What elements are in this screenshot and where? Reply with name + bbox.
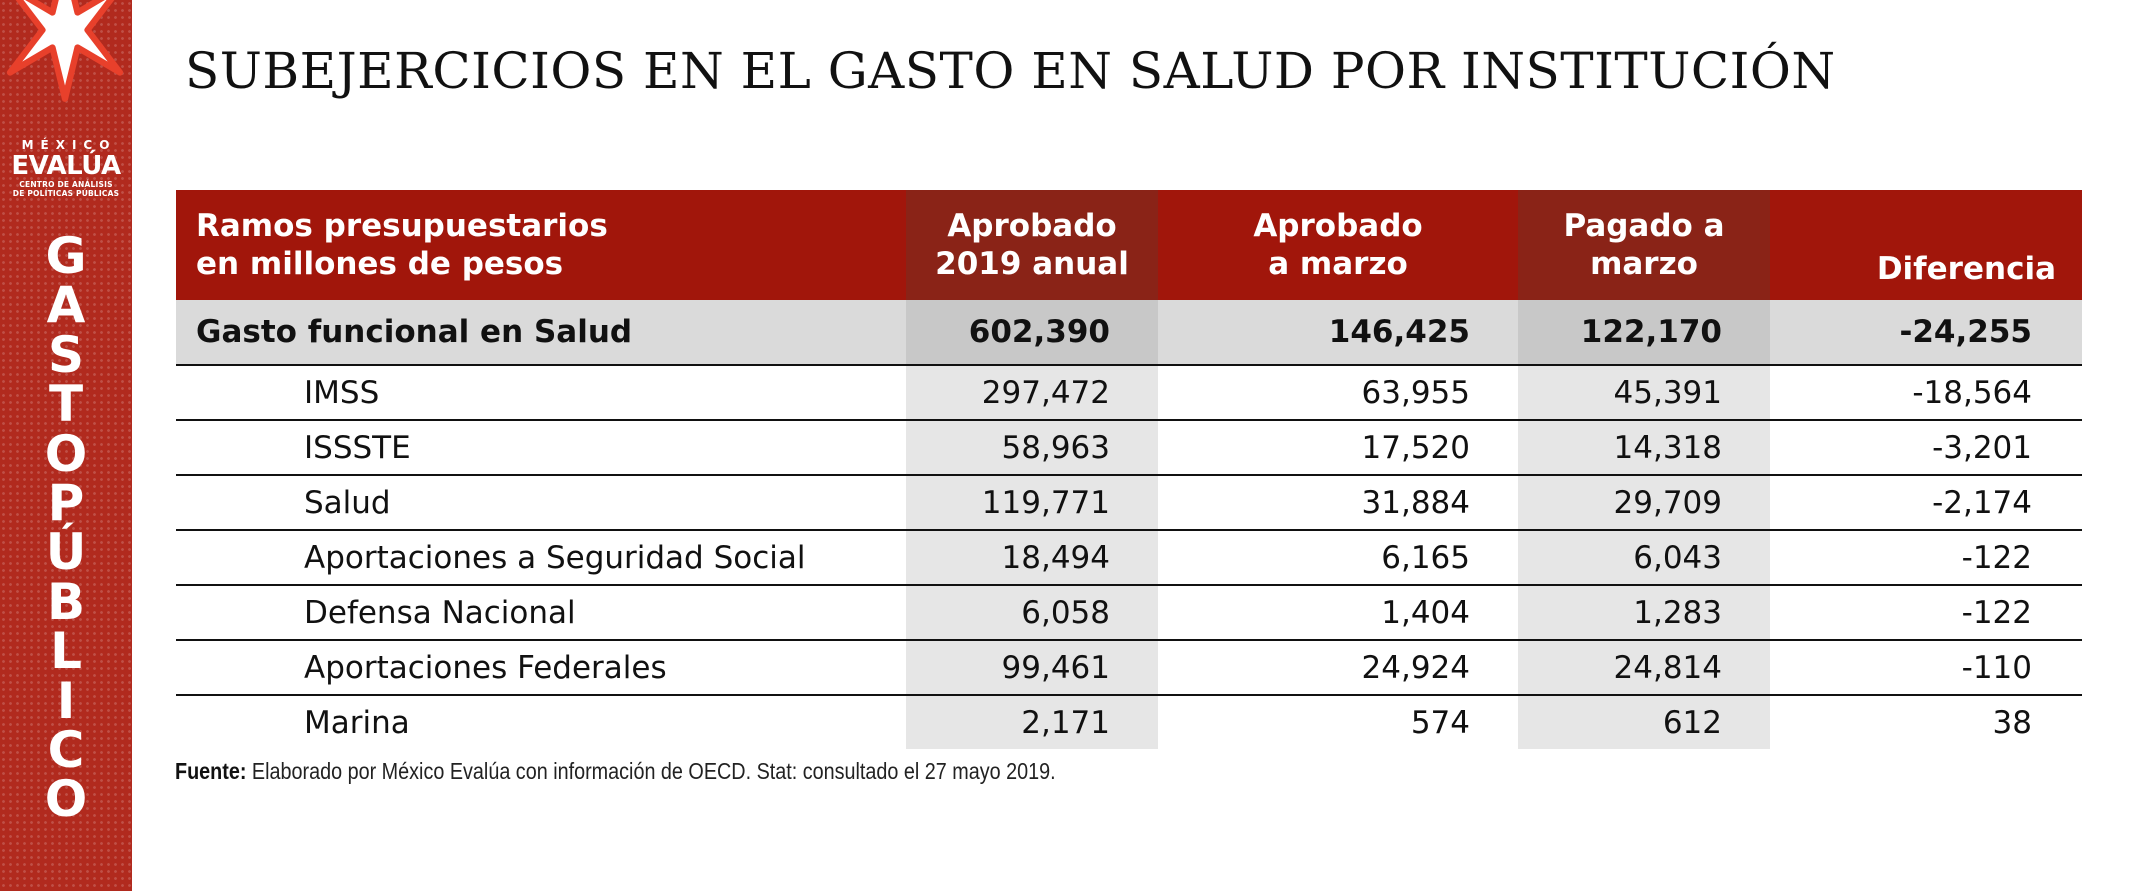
row-label: Aportaciones Federales [176,640,906,696]
table-row: Defensa Nacional 6,058 1,404 1,283 -122 [176,585,2082,641]
row-paid-march: 612 [1518,695,1770,749]
vertical-letter: P [47,474,85,533]
row-paid-march: 29,709 [1518,475,1770,531]
row-approved-annual: 6,058 [906,585,1158,641]
row-approved-annual: 297,472 [906,365,1158,421]
page-title: SUBEJERCICIOS EN EL GASTO EN SALUD POR I… [185,42,1836,100]
header-approved-march: Aprobado a marzo [1158,190,1518,300]
table-row: IMSS 297,472 63,955 45,391 -18,564 [176,365,2082,421]
row-label: IMSS [176,365,906,421]
row-approved-march: 63,955 [1158,365,1518,421]
header-approved-annual-line-1: Aprobado [947,208,1117,244]
table-row: Aportaciones a Seguridad Social 18,494 6… [176,530,2082,586]
vertical-letter: Ú [45,523,87,582]
row-approved-annual: 119,771 [906,475,1158,531]
row-approved-march: 31,884 [1158,475,1518,531]
logo-country: MÉXICO [21,138,117,152]
header-paid-march-line-1: Pagado a [1563,208,1725,244]
vertical-letter: S [47,325,84,384]
vertical-letter: O [44,424,88,483]
logo-subtitle-2: DE POLÍTICAS PÚBLICAS [12,189,120,198]
row-paid-march: 45,391 [1518,365,1770,421]
header-label-line-1: Ramos presupuestarios [196,208,608,244]
row-difference: -2,174 [1770,475,2082,531]
row-label: Marina [304,704,410,741]
total-difference: -24,255 [1770,300,2082,366]
row-approved-annual: 99,461 [906,640,1158,696]
row-approved-march: 24,924 [1158,640,1518,696]
row-difference: -3,201 [1770,420,2082,476]
header-paid-march-line-2: marzo [1590,246,1698,282]
row-paid-march: 6,043 [1518,530,1770,586]
vertical-letter: L [50,622,82,681]
row-paid-march: 14,318 [1518,420,1770,476]
row-approved-march: 1,404 [1158,585,1518,641]
row-label: Salud [176,475,906,531]
header-label: Ramos presupuestarios en millones de pes… [176,190,906,300]
row-approved-march: 17,520 [1158,420,1518,476]
vertical-letter: G [45,227,87,285]
table-row: ISSSTE 58,963 17,520 14,318 -3,201 [176,420,2082,476]
row-paid-march: 24,814 [1518,640,1770,696]
logo-subtitle-1: CENTRO DE ANÁLISIS [19,180,113,189]
sidebar: MÉXICO EVALÚA CENTRO DE ANÁLISIS DE POLÍ… [0,0,132,891]
header-approved-annual-line-2: 2019 anual [935,246,1129,282]
row-approved-march: 574 [1410,704,1470,741]
total-paid-march: 122,170 [1518,300,1770,366]
header-approved-march-line-1: Aprobado [1253,208,1423,244]
row-difference: -110 [1770,640,2082,696]
row-label: Aportaciones a Seguridad Social [176,530,906,586]
total-approved-march: 146,425 [1158,300,1518,366]
mexico-evalua-logo: MÉXICO EVALÚA CENTRO DE ANÁLISIS DE POLÍ… [0,138,132,198]
table-row: Aportaciones Federales 99,461 24,924 24,… [176,640,2082,696]
source-note: Fuente: Elaborado por México Evalúa con … [175,758,1056,785]
header-label-line-2: en millones de pesos [196,246,564,282]
health-spending-table: Ramos presupuestarios en millones de pes… [176,190,2082,749]
table-header-row: Ramos presupuestarios en millones de pes… [176,190,2082,300]
section-label-vertical: G A S T O P Ú B L I C O [0,227,132,829]
row-approved-annual: 2,171 [906,695,1158,749]
vertical-letter: B [46,572,86,631]
row-approved-annual: 58,963 [906,420,1158,476]
row-difference: 38 [1992,704,2032,741]
logo-name: EVALÚA [11,151,121,181]
table-total-row: Gasto funcional en Salud 602,390 146,425… [176,300,2082,366]
vertical-letter: C [47,721,85,780]
row-paid-march: 1,283 [1518,585,1770,641]
header-difference: Diferencia [1770,190,2082,300]
vertical-letter: I [56,671,76,730]
total-label: Gasto funcional en Salud [176,300,906,366]
vertical-letter: T [48,375,84,434]
table-row: Salud 119,771 31,884 29,709 -2,174 [176,475,2082,531]
header-paid-march: Pagado a marzo [1518,190,1770,300]
header-approved-annual: Aprobado 2019 anual [906,190,1158,300]
row-difference: -18,564 [1770,365,2082,421]
row-label: ISSSTE [176,420,906,476]
total-approved-annual: 602,390 [906,300,1158,366]
table-row: Marina 2,171 574 612 38 [176,695,2082,749]
star-logo-icon [6,0,124,102]
row-approved-annual: 18,494 [906,530,1158,586]
header-approved-march-line-2: a marzo [1268,246,1408,282]
row-difference: -122 [1770,585,2082,641]
source-label: Fuente: [175,758,247,784]
row-approved-march: 6,165 [1158,530,1518,586]
vertical-letter: A [46,276,86,335]
source-text: Elaborado por México Evalúa con informac… [246,758,1056,784]
row-difference: -122 [1770,530,2082,586]
row-label: Defensa Nacional [176,585,906,641]
vertical-letter: O [44,770,88,829]
